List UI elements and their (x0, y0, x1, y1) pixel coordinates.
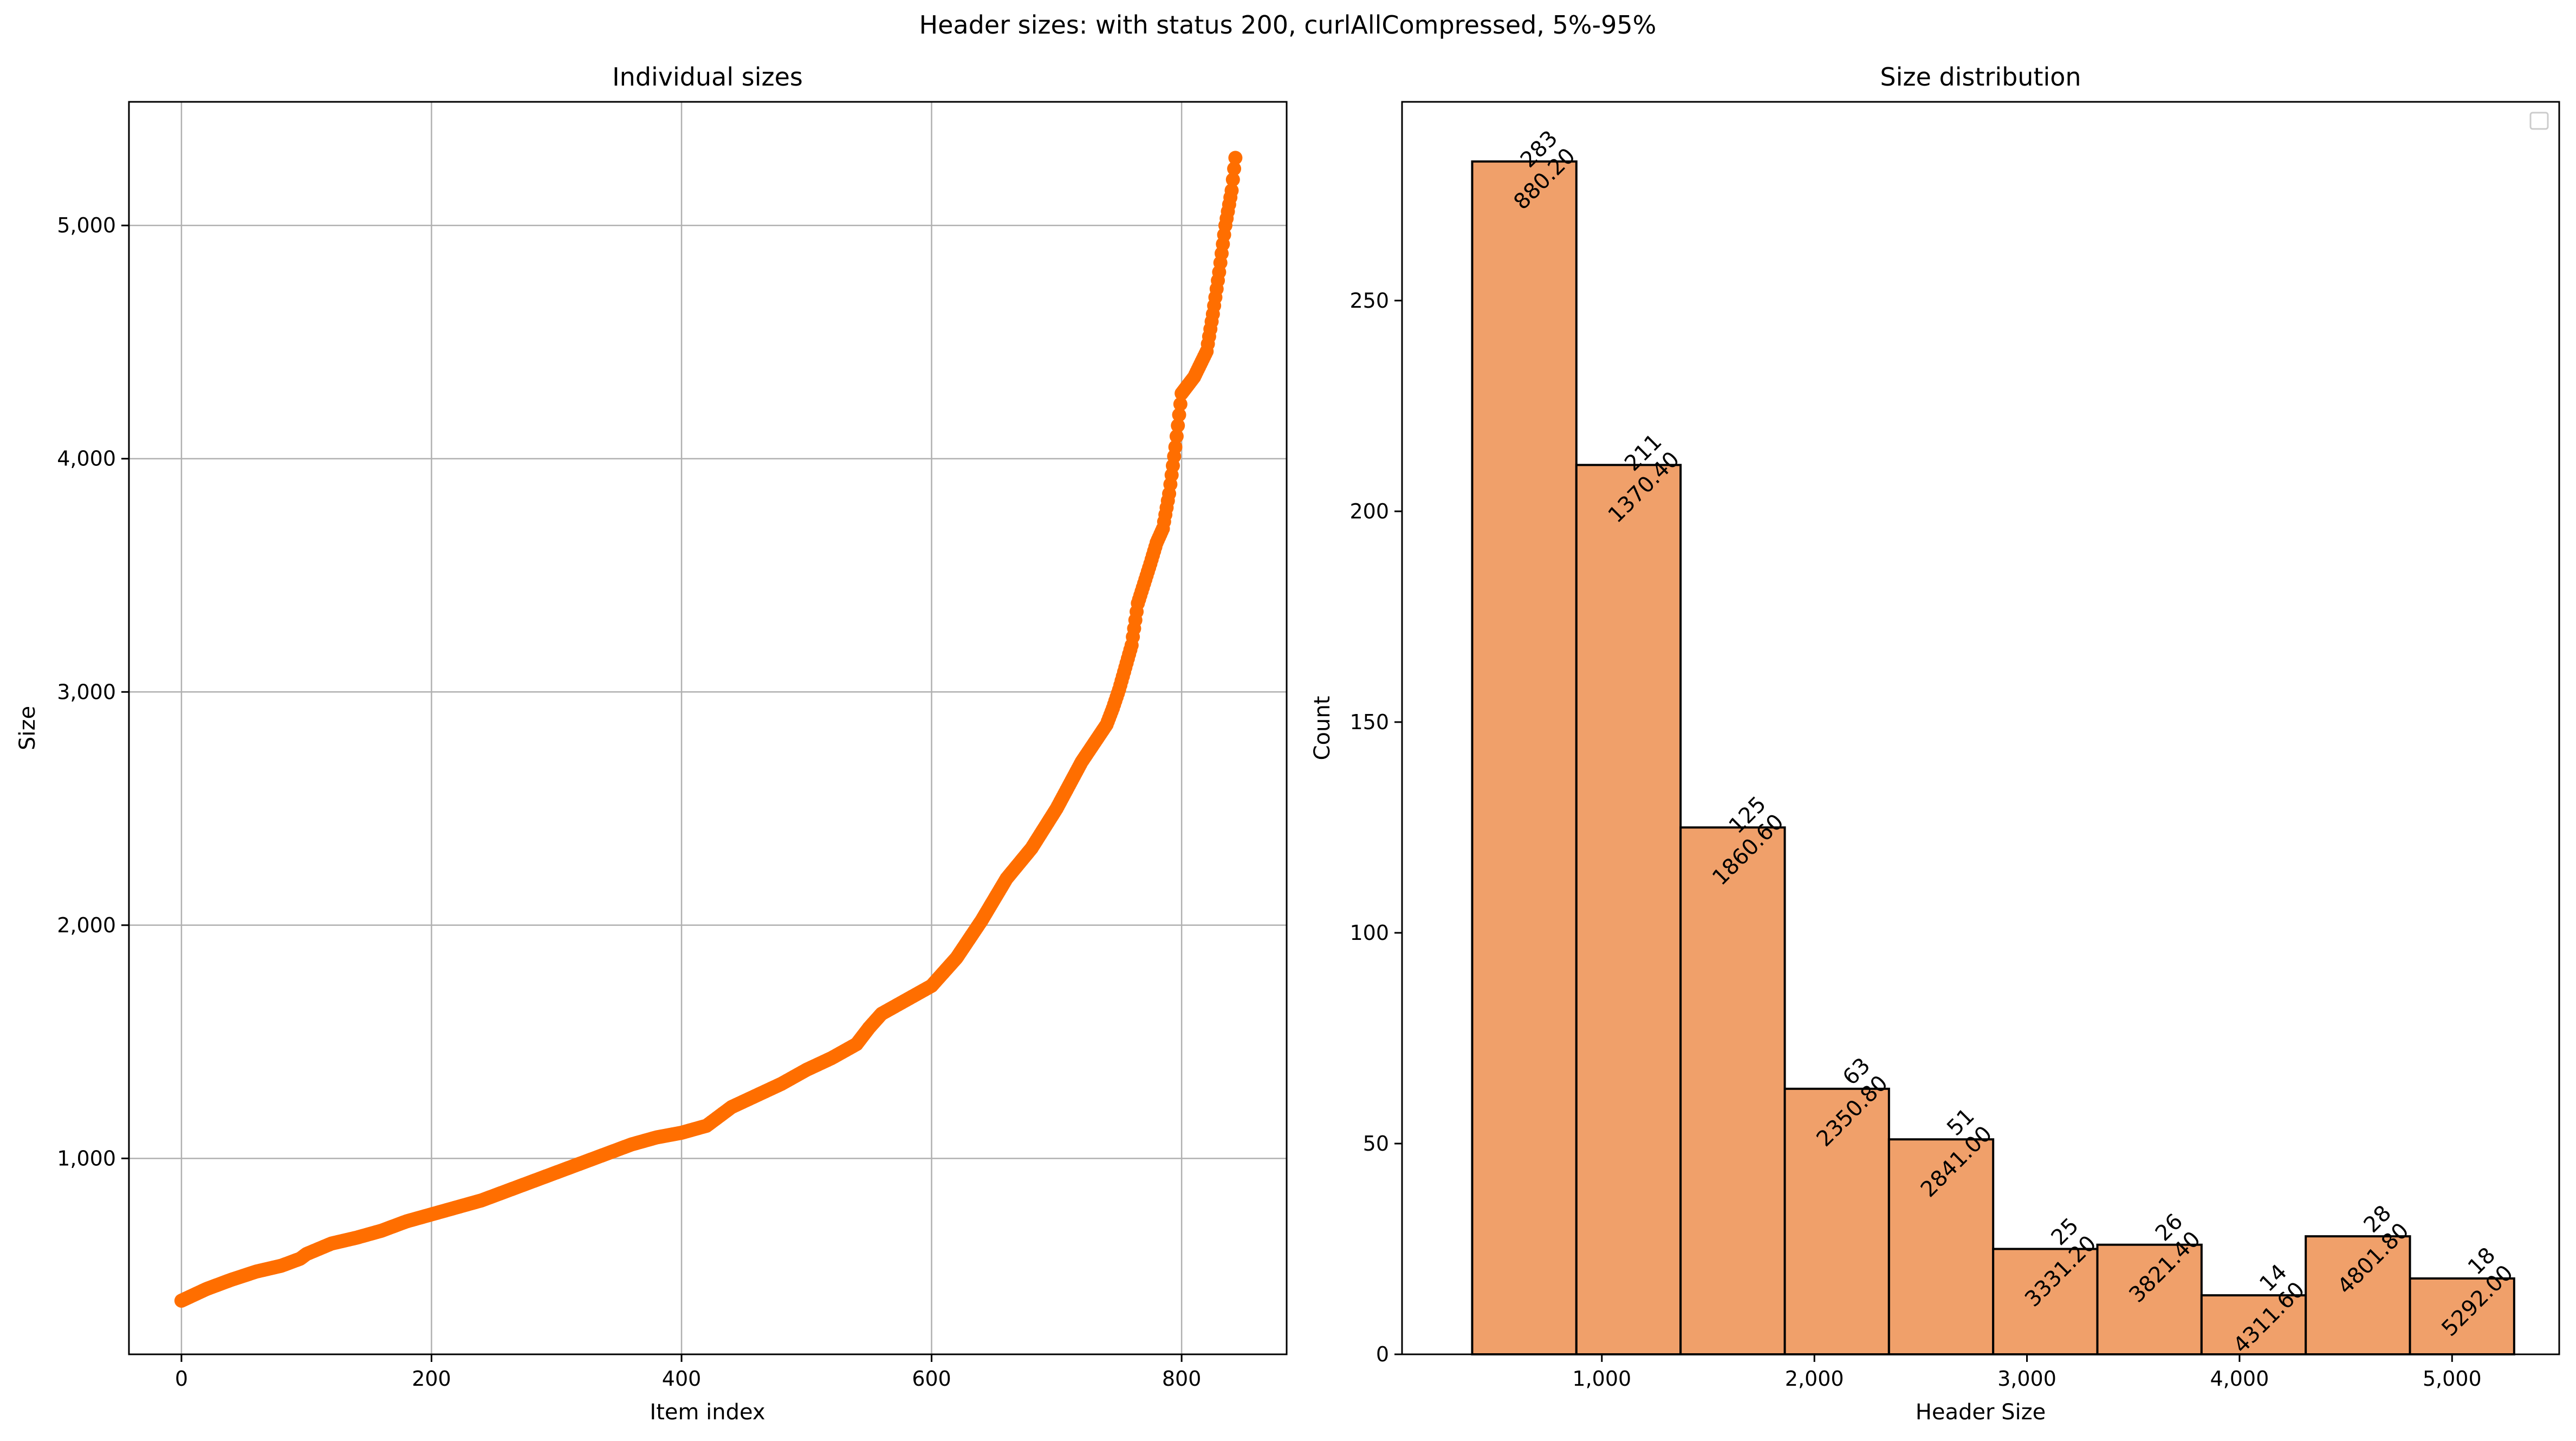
histogram-x-tick-label: 5,000 (2423, 1367, 2482, 1391)
histogram-x-tick-label: 2,000 (1785, 1367, 1844, 1391)
figure-suptitle: Header sizes: with status 200, curlAllCo… (919, 10, 1657, 40)
scatter-point (1224, 183, 1239, 198)
scatter-y-tick-label: 5,000 (57, 213, 116, 237)
scatter-y-ticks: 1,000 2,000 3,000 4,000 5,000 (57, 213, 129, 1170)
histogram-y-tick-label: 0 (1376, 1342, 1389, 1366)
histogram-y-tick-label: 250 (1349, 289, 1389, 313)
histogram-x-ticks: 1,000 2,000 3,000 4,000 5,000 (1572, 1354, 2482, 1391)
scatter-y-axis-label: Size (15, 706, 40, 750)
histogram-empty-legend (2529, 112, 2549, 130)
histogram-x-tick-label: 3,000 (1997, 1367, 2056, 1391)
histogram-bar (2096, 1243, 2203, 1355)
scatter-point (1227, 161, 1242, 176)
histogram-x-axis-label: Header Size (1916, 1400, 2046, 1425)
histogram-x-tick-label: 1,000 (1572, 1367, 1631, 1391)
histogram-bar (1679, 826, 1786, 1355)
histogram-y-tick-label: 200 (1349, 499, 1389, 523)
scatter-y-tick-label: 2,000 (57, 913, 116, 937)
scatter-point (1173, 397, 1188, 411)
scatter-points (174, 151, 1243, 1308)
scatter-point (1225, 172, 1240, 187)
histogram-y-axis-label: Count (1310, 696, 1335, 761)
histogram-bar (1887, 1138, 1995, 1356)
histogram-bar (1471, 160, 1578, 1356)
histogram-y-tick-label: 50 (1363, 1132, 1389, 1156)
histogram-y-ticks: 0 50 100 150 200 250 (1349, 289, 1402, 1366)
scatter-point (1169, 429, 1184, 444)
scatter-x-axis-label: Item index (650, 1400, 765, 1425)
scatter-point (1171, 418, 1185, 433)
scatter-x-tick-label: 600 (912, 1367, 951, 1391)
scatter-x-ticks: 0 200 400 600 800 (175, 1354, 1202, 1391)
scatter-plot-frame (128, 101, 1288, 1355)
scatter-x-tick-label: 200 (412, 1367, 451, 1391)
histogram-bar (2200, 1294, 2307, 1355)
scatter-x-tick-label: 400 (662, 1367, 702, 1391)
scatter-y-tick-label: 3,000 (57, 680, 116, 704)
histogram-y-tick-label: 150 (1349, 710, 1389, 734)
scatter-x-tick-label: 0 (175, 1367, 188, 1391)
histogram-title: Size distribution (1880, 62, 2081, 92)
histogram-bar (2409, 1277, 2515, 1355)
scatter-point (1168, 440, 1183, 455)
histogram-y-tick-label: 100 (1349, 921, 1389, 945)
histogram-panel: Size distribution 283880.202111370.40125… (1310, 62, 2560, 1425)
scatter-panel: Individual sizes 0 200 400 600 800 1,000 2,00… (15, 62, 1288, 1425)
scatter-y-tick-label: 4,000 (57, 447, 116, 471)
histogram-bar (1575, 464, 1682, 1356)
scatter-point (1172, 407, 1186, 422)
histogram-plot-frame (1401, 101, 2560, 1355)
scatter-x-tick-label: 800 (1162, 1367, 1202, 1391)
scatter-point (1228, 151, 1243, 165)
scatter-gridlines (129, 102, 1287, 1354)
histogram-x-tick-label: 4,000 (2210, 1367, 2269, 1391)
scatter-title: Individual sizes (612, 62, 803, 92)
scatter-y-tick-label: 1,000 (57, 1146, 116, 1170)
